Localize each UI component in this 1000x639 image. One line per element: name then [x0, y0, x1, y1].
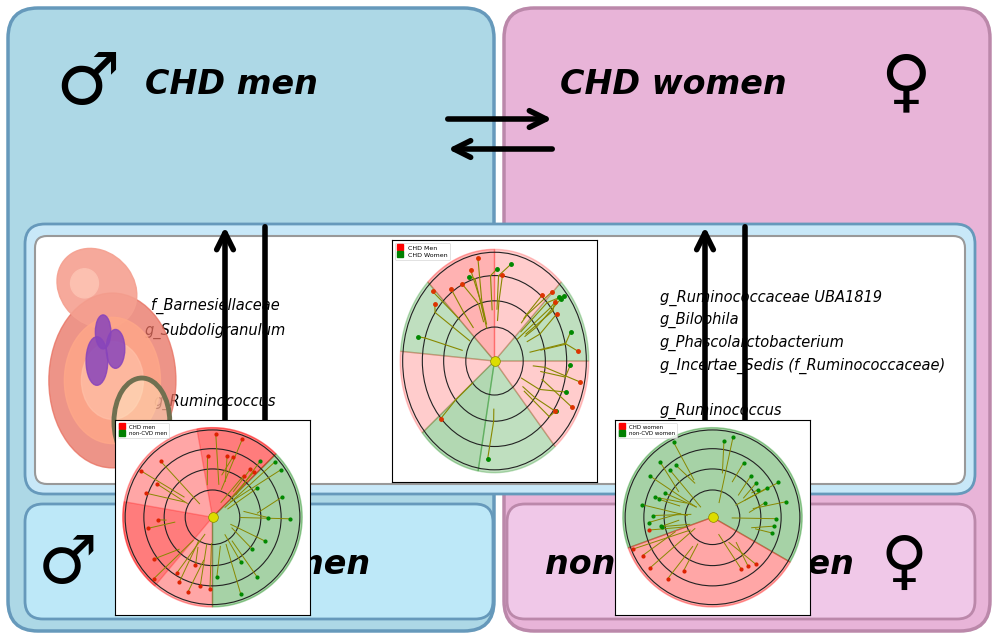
Text: CHD women: CHD women: [560, 68, 787, 100]
Text: ♀: ♀: [880, 50, 931, 118]
Text: f_Barnesiellaceae
g_Subdoligranulum


g_Ruminococcus: f_Barnesiellaceae g_Subdoligranulum g_Ru…: [144, 298, 286, 410]
FancyBboxPatch shape: [35, 236, 965, 484]
Ellipse shape: [64, 318, 160, 443]
Polygon shape: [422, 361, 494, 471]
Polygon shape: [400, 351, 494, 433]
Text: non-CVD women: non-CVD women: [545, 548, 854, 580]
Polygon shape: [197, 427, 276, 518]
Text: ♀: ♀: [880, 533, 927, 595]
Text: CHD men: CHD men: [145, 68, 318, 100]
Legend: CHD men, non-CVD men: CHD men, non-CVD men: [118, 422, 169, 438]
Ellipse shape: [86, 337, 108, 385]
Polygon shape: [212, 454, 302, 607]
FancyBboxPatch shape: [507, 504, 975, 619]
Text: ♂: ♂: [38, 531, 98, 597]
FancyBboxPatch shape: [8, 8, 494, 631]
Polygon shape: [401, 282, 494, 361]
Polygon shape: [494, 361, 589, 447]
Text: non-CVD men: non-CVD men: [115, 548, 370, 580]
Polygon shape: [494, 249, 561, 361]
Ellipse shape: [95, 315, 111, 349]
Ellipse shape: [81, 342, 143, 419]
Circle shape: [115, 380, 169, 464]
Ellipse shape: [71, 269, 98, 298]
Legend: CHD Men, CHD Women: CHD Men, CHD Women: [395, 243, 450, 259]
Ellipse shape: [57, 249, 137, 328]
Polygon shape: [623, 427, 802, 562]
FancyBboxPatch shape: [25, 504, 493, 619]
FancyBboxPatch shape: [504, 8, 990, 631]
FancyBboxPatch shape: [25, 224, 975, 494]
Polygon shape: [123, 502, 212, 586]
Polygon shape: [494, 282, 589, 361]
Polygon shape: [628, 518, 790, 607]
Polygon shape: [478, 361, 555, 473]
Polygon shape: [123, 427, 276, 607]
Text: g_Ruminococcaceae UBA1819
g_Bilophila
g_Phascolarctobacterium
g_Incertae_Sedis (: g_Ruminococcaceae UBA1819 g_Bilophila g_…: [660, 289, 945, 419]
Legend: CHD women, non-CVD women: CHD women, non-CVD women: [618, 422, 677, 438]
Ellipse shape: [106, 330, 125, 368]
Ellipse shape: [49, 293, 176, 468]
Text: ♂: ♂: [55, 49, 120, 118]
Polygon shape: [428, 249, 494, 361]
